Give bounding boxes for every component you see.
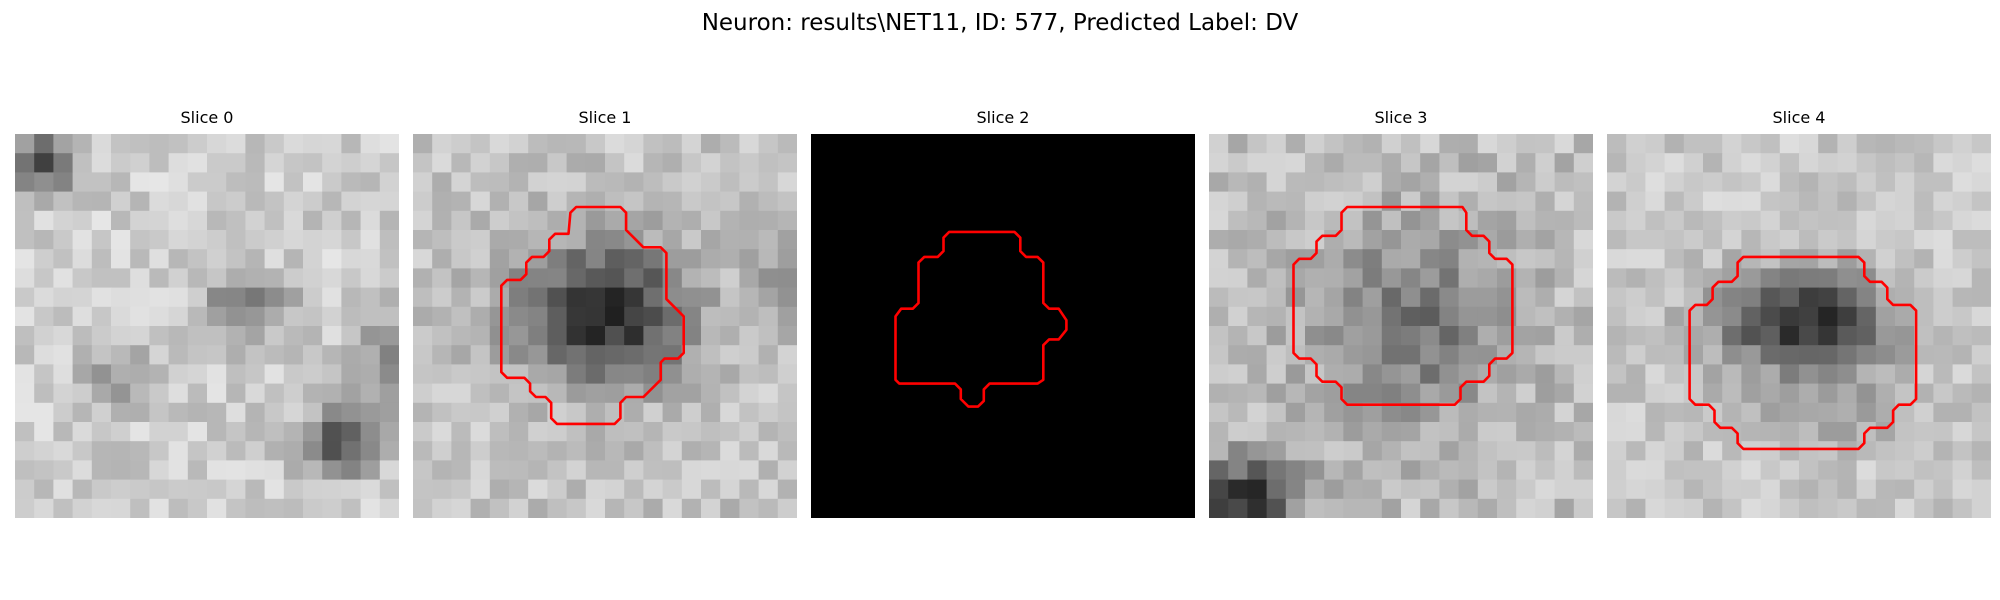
slice-panel-0: Slice 0 — [15, 108, 399, 518]
slice-image — [811, 134, 1195, 518]
slice-title: Slice 4 — [1607, 108, 1991, 128]
slice-panel-3: Slice 3 — [1209, 108, 1593, 518]
slice-image — [1209, 134, 1593, 518]
slice-panel-2: Slice 2 — [811, 108, 1195, 518]
slice-title: Slice 2 — [811, 108, 1195, 128]
figure-title: Neuron: results\NET11, ID: 577, Predicte… — [0, 8, 2000, 38]
slice-title: Slice 1 — [413, 108, 797, 128]
slice-panel-1: Slice 1 — [413, 108, 797, 518]
slice-panel-4: Slice 4 — [1607, 108, 1991, 518]
slice-image — [413, 134, 797, 518]
slice-title: Slice 3 — [1209, 108, 1593, 128]
slice-image — [1607, 134, 1991, 518]
slice-title: Slice 0 — [15, 108, 399, 128]
slice-image — [15, 134, 399, 518]
